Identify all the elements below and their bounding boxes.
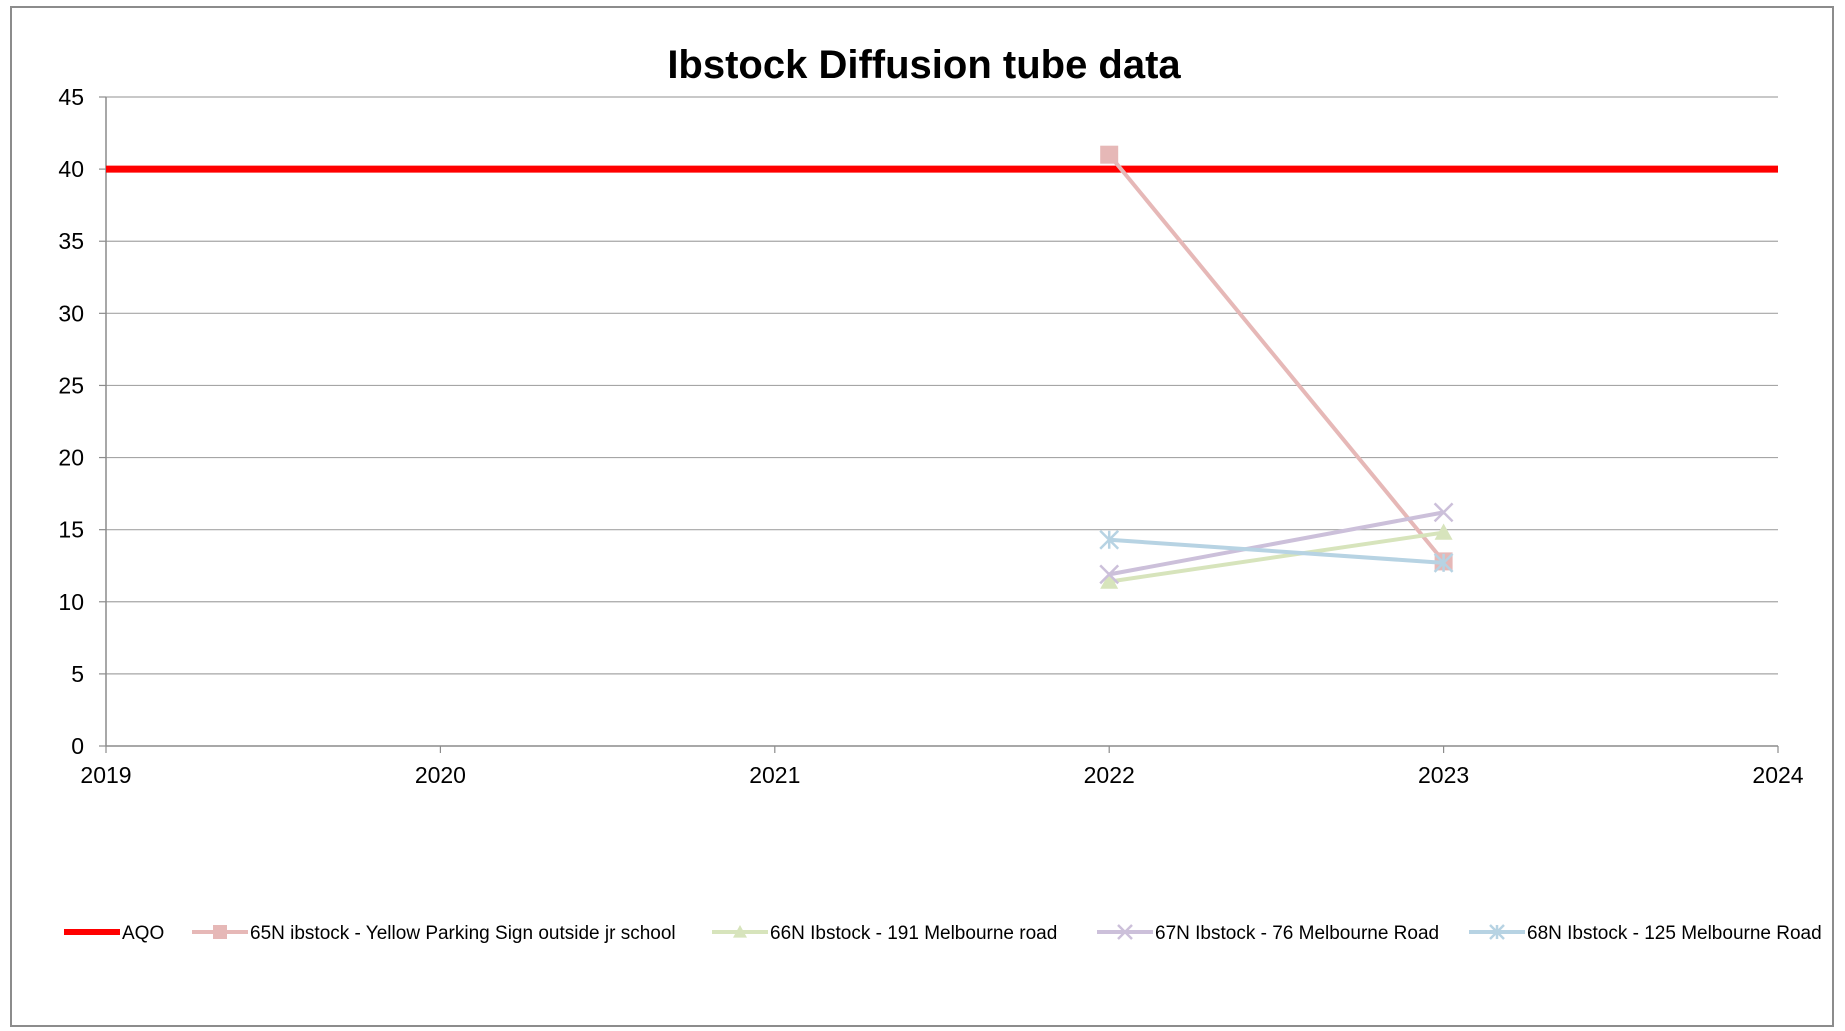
legend-item: AQO [64,923,164,944]
legend-label: 65N ibstock - Yellow Parking Sign outsid… [250,923,676,944]
data-point [1099,529,1120,550]
y-tick-label: 15 [58,517,84,543]
legend: AQO 65N ibstock - Yellow Parking Sign out… [64,923,1822,944]
legend-item: 65N ibstock - Yellow Parking Sign outsid… [192,923,676,944]
legend-marker [733,925,747,938]
series-line-1 [1107,153,1446,563]
x-tick-label: 2019 [80,762,131,788]
legend-item: 66N Ibstock - 191 Melbourne road [712,923,1057,944]
axes: 0 5 10 15 20 25 30 35 40 45 2019 2020 2021 2022 2023 20… [58,84,1803,788]
legend-label: 68N Ibstock - 125 Melbourne Road [1527,923,1822,944]
y-tick-label: 30 [58,300,84,326]
y-tick-label: 20 [58,445,84,471]
x-tick-label: 2020 [415,762,466,788]
legend-label: AQO [122,923,164,944]
chart-title: Ibstock Diffusion tube data [667,43,1181,87]
y-tick-label: 40 [58,156,84,182]
data-point [1433,552,1454,573]
series-line-3 [1108,510,1444,577]
x-tick-label: 2022 [1084,762,1135,788]
data-point [1099,564,1120,585]
legend-marker [1489,924,1505,940]
line-chart: Ibstock Diffusion tube data 0 5 10 15 20 25 30… [58,43,1822,944]
data-point [1100,572,1119,589]
y-tick-label: 45 [58,84,84,110]
legend-label: 67N Ibstock - 76 Melbourne Road [1155,923,1439,944]
x-tick-label: 2024 [1752,762,1803,788]
gridlines [106,96,1778,675]
legend-item: 68N Ibstock - 125 Melbourne Road [1469,923,1822,944]
y-tick-label: 0 [71,733,84,759]
legend-marker [1117,924,1133,940]
y-tick-label: 35 [58,228,84,254]
data-point [1433,502,1454,523]
y-tick-label: 10 [58,589,84,615]
legend-item: 67N Ibstock - 76 Melbourne Road [1097,923,1439,944]
y-tick-label: 25 [58,372,84,398]
x-tick-label: 2021 [749,762,800,788]
y-tick-label: 5 [71,661,84,687]
chart-frame: Ibstock Diffusion tube data 0 5 10 15 20 25 30… [10,6,1834,1027]
legend-label: 66N Ibstock - 191 Melbourne road [770,923,1057,944]
series-lines [106,145,1778,589]
legend-marker [213,925,227,939]
data-point [1434,523,1453,540]
data-point [1100,145,1119,164]
x-tick-label: 2023 [1418,762,1469,788]
series-line-4 [1109,537,1444,565]
series-line-2 [1108,530,1444,584]
